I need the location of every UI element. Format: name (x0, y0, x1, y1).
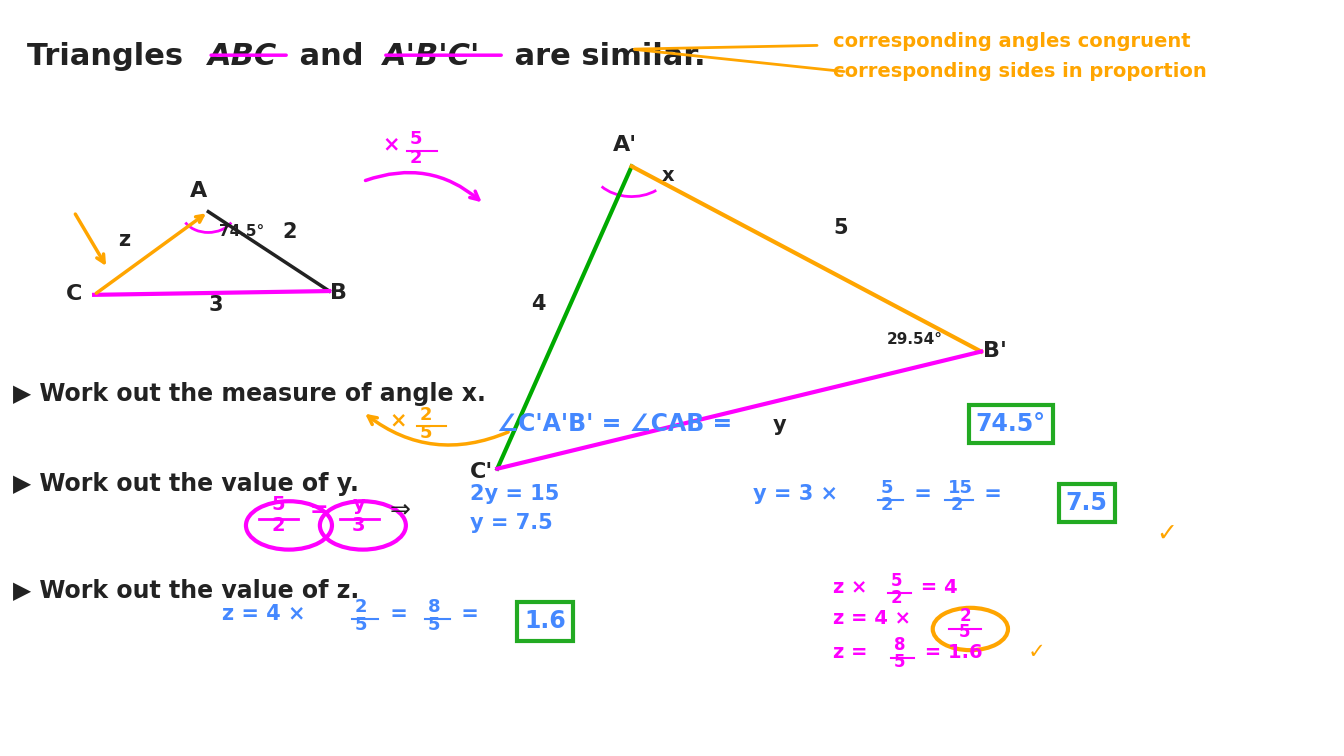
Text: 2: 2 (271, 516, 285, 534)
Text: 2: 2 (960, 607, 970, 625)
Text: y = 3 ×: y = 3 × (753, 485, 837, 504)
Text: and: and (289, 42, 374, 70)
Text: 5: 5 (880, 479, 892, 497)
Text: 2y = 15: 2y = 15 (470, 485, 559, 504)
Text: ⇒: ⇒ (390, 497, 411, 522)
Text: B': B' (982, 341, 1007, 361)
Text: ✓: ✓ (1021, 642, 1046, 662)
Text: 5: 5 (891, 572, 903, 590)
Text: ▶ Work out the measure of angle x.: ▶ Work out the measure of angle x. (13, 382, 487, 406)
Text: y: y (773, 415, 786, 435)
Text: 74.5°: 74.5° (219, 224, 265, 239)
Text: = 1.6: = 1.6 (918, 643, 982, 662)
Text: 29.54°: 29.54° (887, 332, 943, 347)
Text: A': A' (613, 135, 637, 155)
Text: 2: 2 (891, 588, 903, 606)
Text: 8: 8 (894, 636, 906, 654)
Text: x: x (661, 166, 673, 185)
Text: 2: 2 (282, 222, 297, 242)
Text: 5: 5 (410, 129, 422, 147)
Text: corresponding angles congruent: corresponding angles congruent (833, 32, 1191, 51)
Text: 7.5: 7.5 (1066, 491, 1107, 515)
Text: ▶ Work out the value of y.: ▶ Work out the value of y. (13, 472, 359, 497)
Text: =: = (977, 485, 1009, 504)
Text: A: A (191, 181, 207, 200)
Text: =: = (309, 500, 328, 520)
Text: 3: 3 (208, 296, 223, 315)
Text: 15: 15 (948, 479, 973, 497)
Text: 2: 2 (410, 148, 422, 166)
Text: z ×: z × (833, 578, 868, 597)
Text: =: = (454, 604, 487, 624)
Text: 3: 3 (352, 516, 366, 534)
Text: 4: 4 (531, 294, 546, 314)
Text: 5: 5 (419, 424, 431, 442)
Text: 8: 8 (427, 598, 439, 616)
Text: A'B'C': A'B'C' (383, 42, 480, 70)
Text: 1.6: 1.6 (524, 609, 566, 634)
Text: are similar.: are similar. (504, 42, 706, 70)
Text: 5: 5 (960, 623, 970, 641)
Text: ×: × (390, 411, 414, 431)
Text: B: B (331, 283, 347, 302)
Text: z = 4 ×: z = 4 × (222, 604, 305, 624)
Text: =: = (383, 604, 415, 624)
Text: ABC: ABC (208, 42, 278, 70)
Text: 5: 5 (833, 218, 848, 238)
Text: 5: 5 (427, 615, 439, 634)
Text: 2: 2 (950, 496, 962, 514)
Text: 2: 2 (419, 405, 431, 423)
Text: 2: 2 (355, 598, 367, 616)
Text: 2: 2 (880, 496, 892, 514)
Text: y: y (352, 494, 366, 513)
Text: Triangles: Triangles (27, 42, 194, 70)
Text: ∠C'A'B' = ∠CAB =: ∠C'A'B' = ∠CAB = (497, 412, 741, 436)
Text: ×: × (383, 135, 407, 155)
Text: =: = (907, 485, 939, 504)
Text: ▶ Work out the value of z.: ▶ Work out the value of z. (13, 578, 360, 603)
Text: C': C' (469, 462, 493, 482)
Text: z: z (118, 230, 130, 249)
Text: z = 4 ×: z = 4 × (833, 609, 911, 627)
Text: C: C (66, 284, 82, 304)
Text: 5: 5 (271, 495, 285, 514)
Text: 5: 5 (894, 652, 906, 671)
Text: ✓: ✓ (1156, 522, 1177, 546)
Text: 74.5°: 74.5° (976, 412, 1046, 436)
Text: = 4: = 4 (914, 578, 957, 597)
Text: 5: 5 (355, 615, 367, 634)
Text: y = 7.5: y = 7.5 (470, 513, 554, 533)
Text: z =: z = (833, 643, 875, 662)
Text: corresponding sides in proportion: corresponding sides in proportion (833, 62, 1207, 81)
